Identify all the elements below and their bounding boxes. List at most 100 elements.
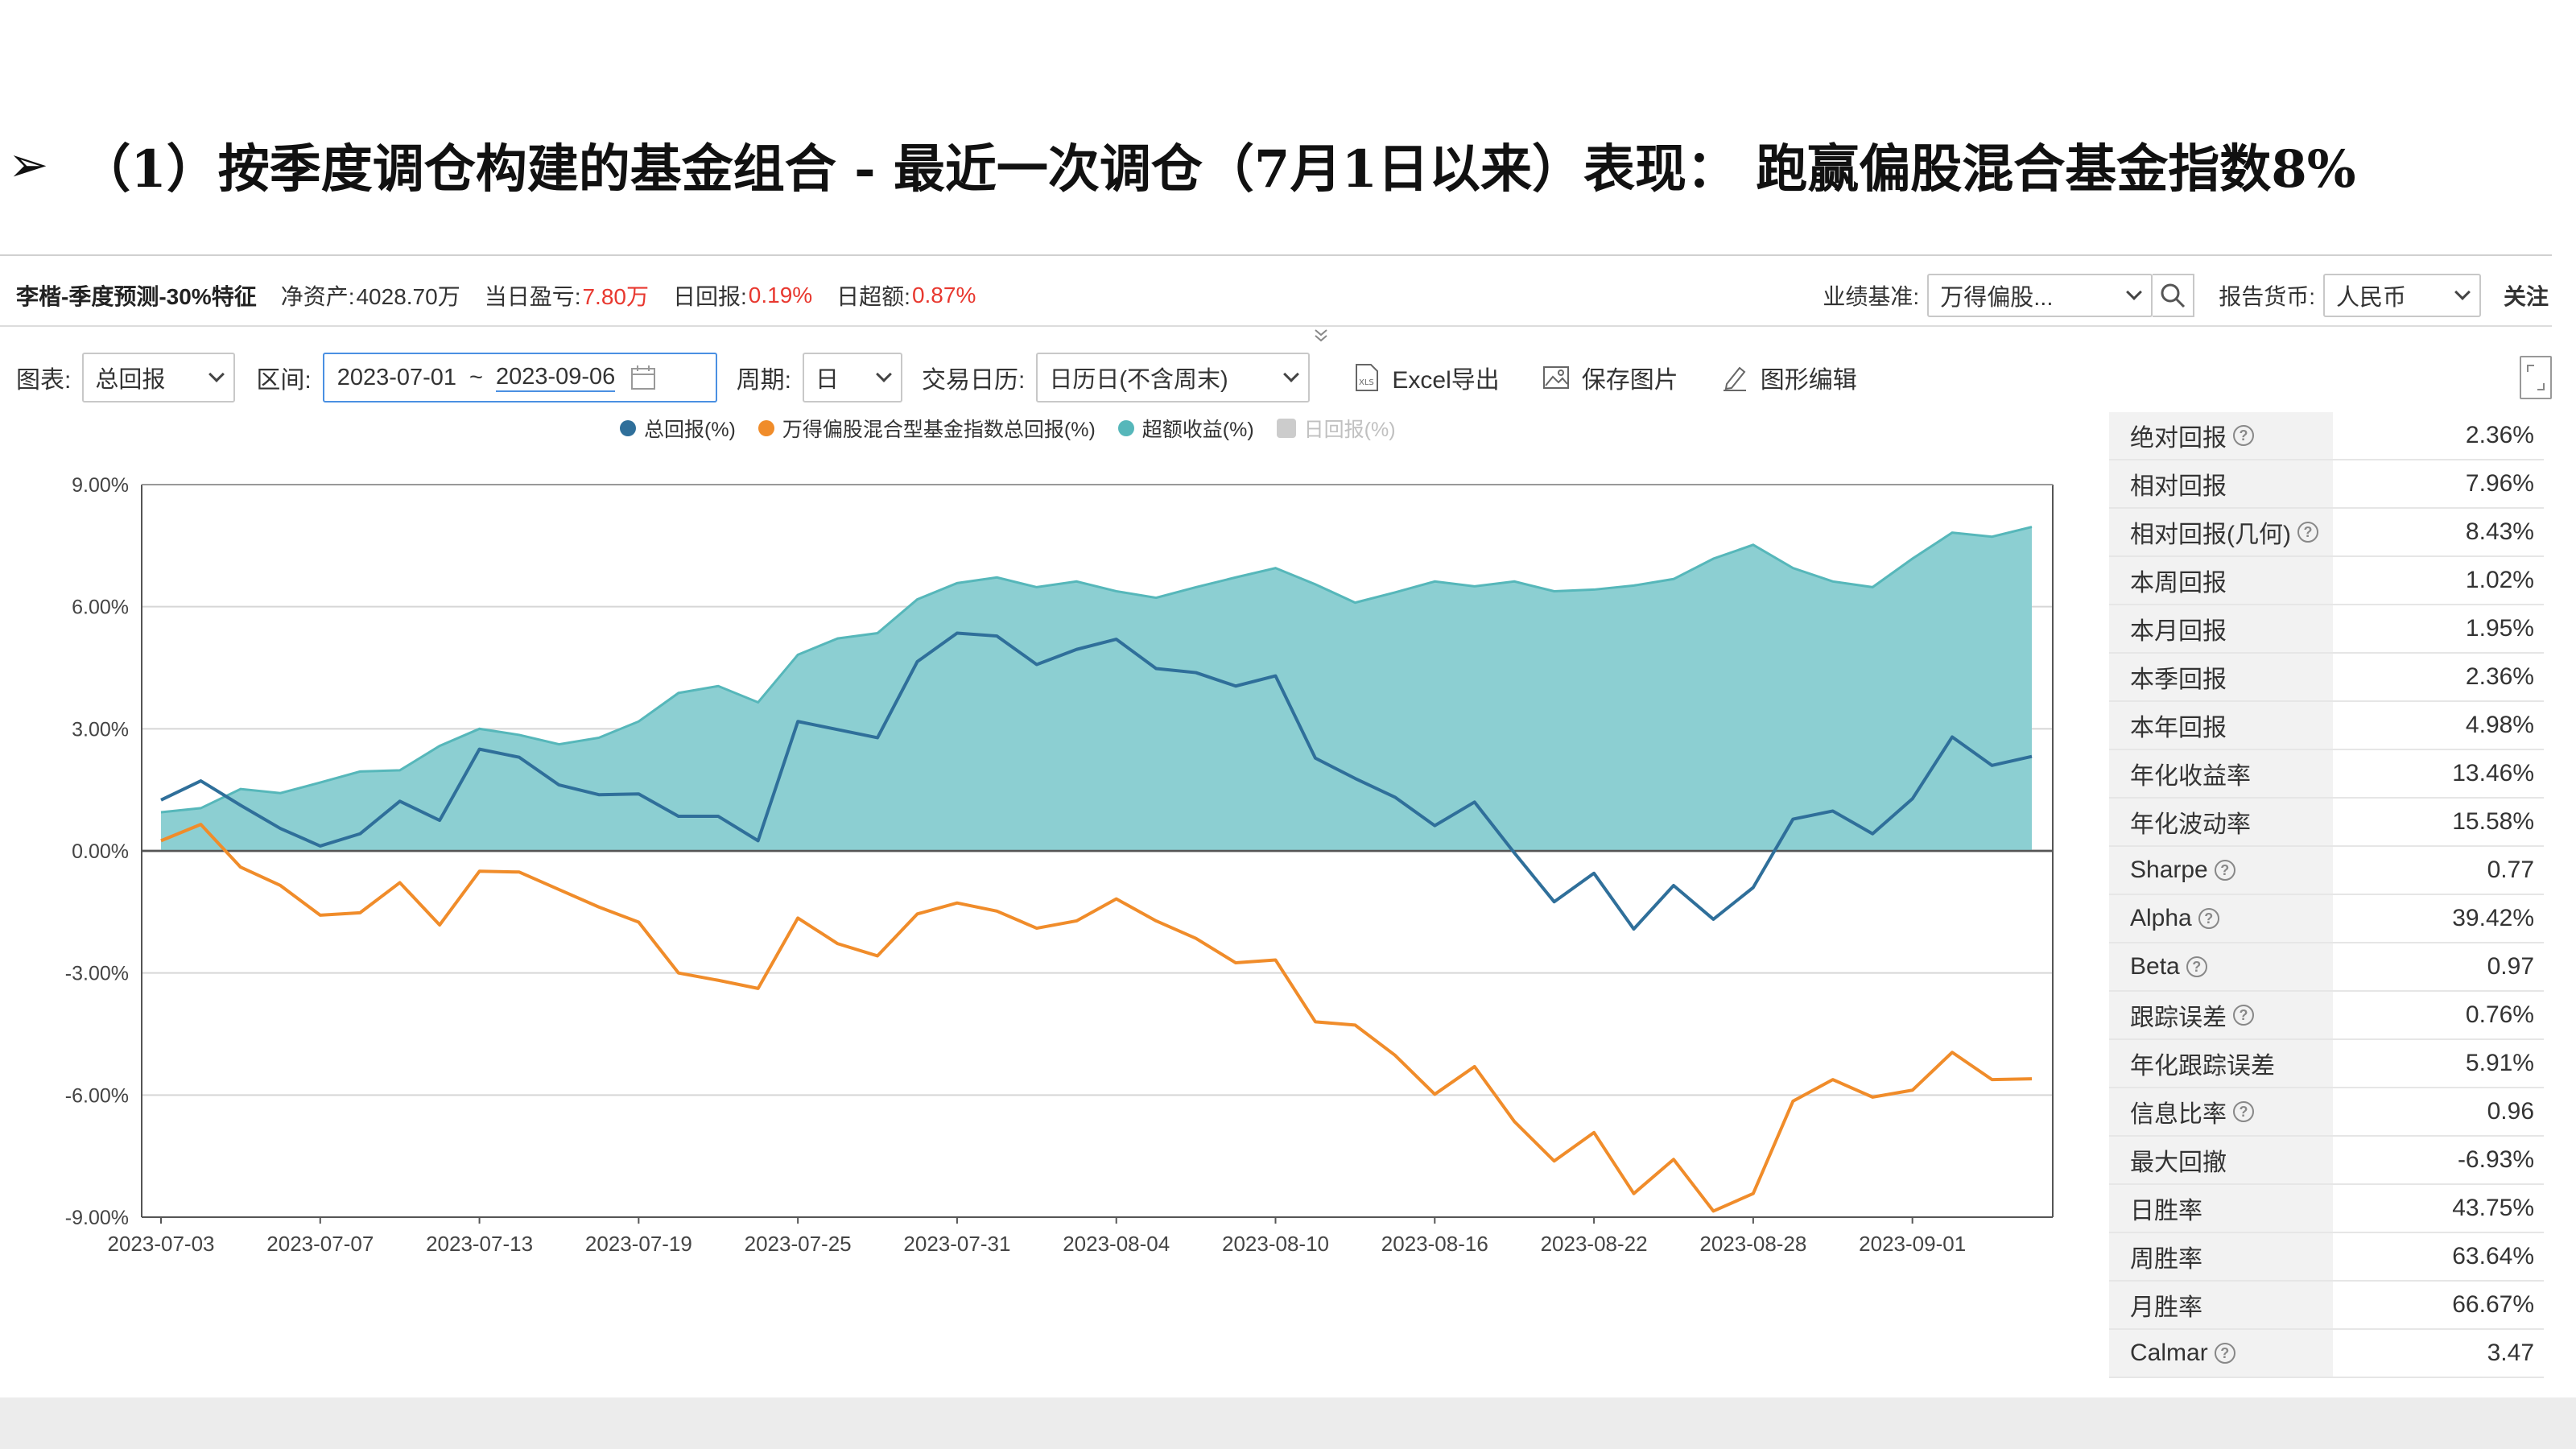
net-assets-label: 净资产: <box>280 284 355 309</box>
stat-row: 年化波动率 15.58% <box>2109 799 2544 847</box>
follow-link[interactable]: 关注 <box>2503 284 2549 309</box>
stat-row: 绝对回报? 2.36% <box>2109 412 2544 460</box>
stat-value: 1.95% <box>2465 615 2534 642</box>
range-separator: ~ <box>469 364 483 390</box>
legend-total-return-dot <box>620 420 636 436</box>
range-label: 区间: <box>256 367 312 394</box>
benchmark-return-line <box>160 823 2033 1213</box>
statistics-table: 绝对回报? 2.36% 相对回报 7.96% 相对回报(几何)? 8.43% 本周回报 1.0… <box>2109 412 2544 1401</box>
x-tick-label: 2023-07-07 <box>266 1232 374 1256</box>
legend-benchmark[interactable]: 万得偏股混合型基金指数总回报(%) <box>758 414 1096 443</box>
stat-label-text: 绝对回报 <box>2130 425 2227 452</box>
excel-export-label: Excel导出 <box>1392 367 1500 394</box>
excess-return-line <box>160 526 2033 814</box>
stat-value: 63.64% <box>2452 1243 2534 1269</box>
help-icon[interactable]: ? <box>2233 1101 2254 1122</box>
fund-info-bar: 李楷-季度预测-30%特征 净资产: 4028.70万 当日盈亏: 7.80万 … <box>0 267 2552 324</box>
stat-label-text: 相对回报 <box>2130 473 2227 500</box>
stat-row: 本年回报 4.98% <box>2109 702 2544 750</box>
chart-type-select[interactable]: 总回报 <box>82 353 236 402</box>
legend-daily-return[interactable]: 日回报(%) <box>1276 414 1396 443</box>
daily-excess-value: 0.87% <box>911 283 976 308</box>
chart-plot[interactable]: 9.00% 6.00% 3.00% 0.00% -3.00% -6.00% -9.00% 20… <box>0 407 2077 1401</box>
trading-calendar-label: 交易日历: <box>922 367 1026 394</box>
end-date[interactable]: 2023-09-06 <box>495 364 616 392</box>
y-tick-label: -3.00% <box>65 963 129 985</box>
help-icon[interactable]: ? <box>2214 860 2235 881</box>
daily-return-value: 0.19% <box>748 283 813 308</box>
stat-label-text: 相对回报(几何) <box>2130 522 2291 548</box>
stat-row: 相对回报 7.96% <box>2109 460 2544 509</box>
benchmark-label: 业绩基准: <box>1823 284 1920 309</box>
start-date[interactable]: 2023-07-01 <box>336 364 457 390</box>
x-tick-label: 2023-08-04 <box>1063 1232 1170 1256</box>
benchmark-select[interactable]: 万得偏股... <box>1927 274 2153 317</box>
slide-footer-band <box>0 1397 2576 1449</box>
chevron-down-icon <box>2454 284 2471 300</box>
currency-select[interactable]: 人民币 <box>2322 274 2481 317</box>
stat-label: 相对回报 <box>2109 460 2333 507</box>
stat-label: Alpha? <box>2109 895 2333 942</box>
trading-calendar-value: 日历日(不含周末) <box>1049 367 1228 393</box>
stat-row: 信息比率? 0.96 <box>2109 1088 2544 1137</box>
stat-label-text: Alpha <box>2130 905 2192 931</box>
legend-daily-return-label: 日回报(%) <box>1303 419 1396 441</box>
help-icon[interactable]: ? <box>2214 1343 2235 1364</box>
save-image-button[interactable]: 保存图片 <box>1542 360 1678 395</box>
date-range-input[interactable]: 2023-07-01 ~ 2023-09-06 <box>322 353 717 402</box>
stat-value: 1.02% <box>2465 567 2534 593</box>
legend-total-return[interactable]: 总回报(%) <box>620 414 736 443</box>
help-icon[interactable]: ? <box>2233 425 2254 446</box>
y-tick-label: 3.00% <box>72 718 129 741</box>
help-icon[interactable]: ? <box>2198 908 2219 929</box>
stat-value: 0.76% <box>2465 1001 2534 1028</box>
help-icon[interactable]: ? <box>2186 956 2207 977</box>
trading-calendar-select[interactable]: 日历日(不含周末) <box>1036 353 1311 402</box>
stat-label-text: 年化收益率 <box>2130 763 2251 790</box>
daily-return-label: 日回报: <box>672 284 747 309</box>
stat-value: 2.36% <box>2465 422 2534 448</box>
x-tick-label: 2023-08-22 <box>1541 1232 1648 1256</box>
net-assets-value: 4028.70万 <box>356 284 460 309</box>
fund-analysis-panel: 李楷-季度预测-30%特征 净资产: 4028.70万 当日盈亏: 7.80万 … <box>0 254 2552 1401</box>
stat-label: 本月回报 <box>2109 605 2333 652</box>
fund-name: 李楷-季度预测-30%特征 <box>16 284 257 309</box>
fullscreen-button[interactable] <box>2520 356 2552 399</box>
stat-label-text: 本年回报 <box>2130 715 2227 741</box>
stat-row: Alpha? 39.42% <box>2109 895 2544 943</box>
stat-row: 周胜率 63.64% <box>2109 1233 2544 1282</box>
stat-row: 日胜率 43.75% <box>2109 1185 2544 1233</box>
legend-excess[interactable]: 超额收益(%) <box>1117 414 1254 443</box>
y-tick-label: 6.00% <box>72 597 129 619</box>
stat-row: 年化收益率 13.46% <box>2109 750 2544 799</box>
legend-excess-label: 超额收益(%) <box>1141 419 1254 441</box>
stat-label-text: 本月回报 <box>2130 618 2227 645</box>
legend-excess-dot <box>1117 420 1134 436</box>
stat-label: 本周回报 <box>2109 557 2333 604</box>
collapse-chevron-icon[interactable] <box>1312 327 1330 349</box>
y-tick-label: -6.00% <box>65 1084 129 1107</box>
stat-value: -6.93% <box>2457 1146 2534 1173</box>
stat-row: 年化跟踪误差 5.91% <box>2109 1040 2544 1088</box>
save-image-label: 保存图片 <box>1581 367 1678 394</box>
x-tick-label: 2023-07-19 <box>585 1232 692 1256</box>
period-select[interactable]: 日 <box>803 353 903 402</box>
excel-export-button[interactable]: XLS Excel导出 <box>1352 360 1500 395</box>
stat-label-text: Calmar <box>2130 1340 2208 1366</box>
help-icon[interactable]: ? <box>2233 1005 2254 1026</box>
stat-label: Sharpe? <box>2109 847 2333 894</box>
arrow-bullet-icon: ➢ <box>8 137 49 193</box>
edit-chart-button[interactable]: 图形编辑 <box>1720 360 1857 395</box>
stat-value: 13.46% <box>2452 760 2534 786</box>
x-tick-label: 2023-08-16 <box>1381 1232 1488 1256</box>
expand-icon <box>2527 365 2545 390</box>
stat-label: 最大回撤 <box>2109 1137 2333 1183</box>
stat-label: 年化跟踪误差 <box>2109 1040 2333 1087</box>
stat-row: 月胜率 66.67% <box>2109 1282 2544 1330</box>
help-icon[interactable]: ? <box>2297 522 2318 543</box>
image-icon <box>1542 366 1569 389</box>
chart-toolbar: 图表: 总回报 区间: 2023-07-01 ~ 2023-09-06 周期: … <box>0 351 2552 404</box>
currency-label: 报告货币: <box>2219 284 2315 309</box>
stat-label: 年化收益率 <box>2109 750 2333 797</box>
search-button[interactable] <box>2153 274 2195 317</box>
